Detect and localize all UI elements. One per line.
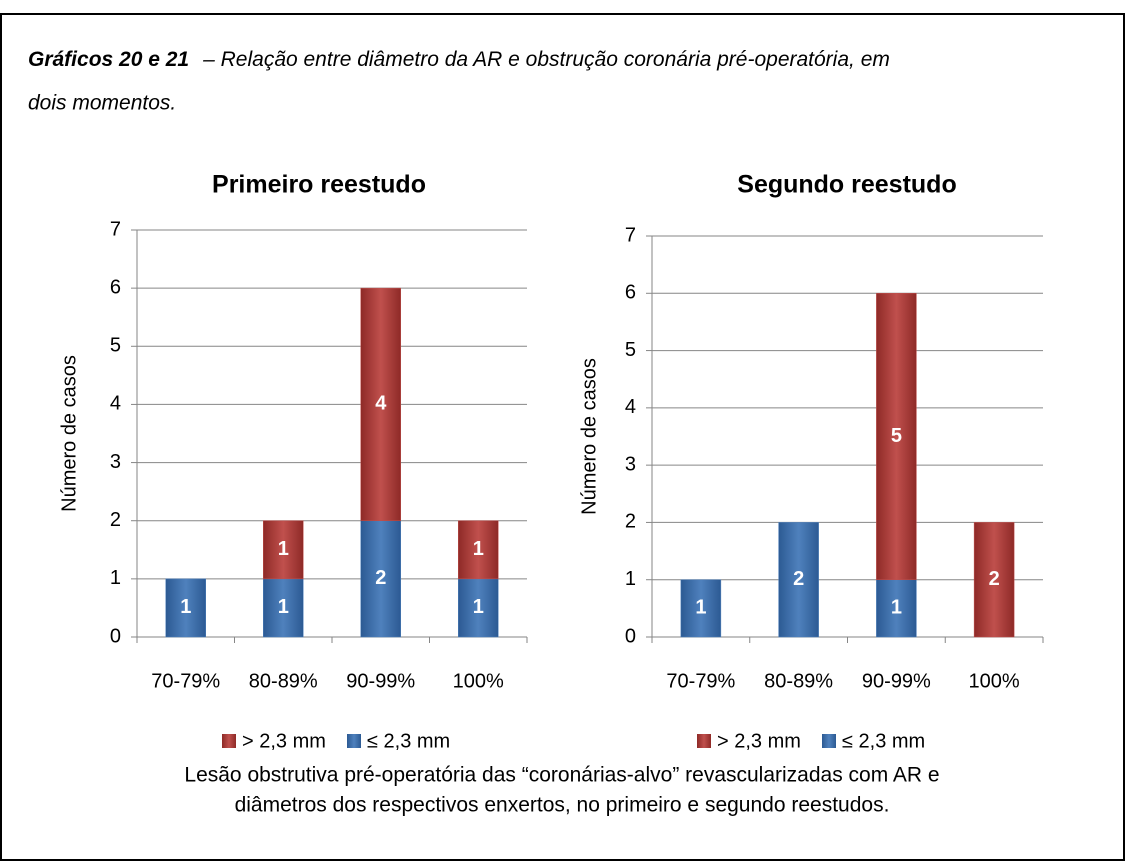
bar-segment <box>458 520 499 580</box>
bar-segment <box>778 522 819 638</box>
legend-swatch <box>347 734 361 748</box>
y-tick-label: 2 <box>625 511 636 533</box>
frame <box>0 13 1125 861</box>
y-tick-label: 5 <box>110 335 121 357</box>
caption-line: – Relação entre diâmetro da AR e obstruç… <box>202 48 890 71</box>
note-line: Lesão obstrutiva pré-operatória das “cor… <box>184 764 939 787</box>
y-tick-label: 4 <box>110 393 121 415</box>
y-tick-label: 6 <box>110 276 121 298</box>
y-tick-label: 1 <box>110 567 121 589</box>
x-tick-label: 70-79% <box>151 670 220 692</box>
y-tick-label: 3 <box>625 453 636 475</box>
bar-segment <box>360 520 401 638</box>
note-line: diâmetros dos respectivos enxertos, no p… <box>235 794 890 817</box>
data-label: 1 <box>891 597 902 619</box>
y-tick-label: 7 <box>625 224 636 246</box>
caption-line: dois momentos. <box>28 92 176 115</box>
bar-segment <box>263 578 304 638</box>
data-label: 1 <box>473 538 484 560</box>
chart-title: Primeiro reestudo <box>212 171 426 199</box>
bar-segment <box>973 522 1015 638</box>
legend-swatch <box>822 734 836 748</box>
legend-label: ≤ 2,3 mm <box>842 730 925 752</box>
y-axis-label: Número de casos <box>58 355 80 512</box>
chart-title: Segundo reestudo <box>737 171 956 199</box>
caption: Gráficos 20 e 21 – Relação entre diâmetro… <box>28 48 890 71</box>
data-label: 1 <box>695 597 706 619</box>
bar-segment <box>458 578 499 638</box>
legend-label: > 2,3 mm <box>242 730 326 752</box>
x-tick-label: 90-99% <box>862 670 931 692</box>
bar-segment <box>876 293 917 580</box>
x-tick-label: 90-99% <box>346 670 415 692</box>
y-axis-label: Número de casos <box>578 358 600 515</box>
legend-swatch <box>222 734 236 748</box>
data-label: 1 <box>180 596 191 618</box>
x-tick-label: 80-89% <box>249 670 318 692</box>
bar-segment <box>680 579 722 638</box>
legend-swatch <box>697 734 711 748</box>
x-tick-label: 100% <box>969 670 1020 692</box>
x-tick-label: 70-79% <box>666 670 735 692</box>
data-label: 1 <box>473 596 484 618</box>
y-tick-label: 2 <box>110 509 121 531</box>
data-label: 2 <box>375 567 386 589</box>
data-label: 2 <box>989 568 1000 590</box>
y-tick-label: 1 <box>625 568 636 590</box>
y-tick-label: 3 <box>110 451 121 473</box>
data-label: 1 <box>278 538 289 560</box>
y-tick-label: 0 <box>110 625 121 647</box>
y-tick-label: 4 <box>625 396 636 418</box>
x-tick-label: 80-89% <box>764 670 833 692</box>
x-tick-label: 100% <box>453 670 504 692</box>
bar-segment <box>876 579 917 638</box>
legend-label: ≤ 2,3 mm <box>367 730 450 752</box>
y-tick-label: 6 <box>625 282 636 304</box>
caption-label: Gráficos 20 e 21 <box>28 48 189 71</box>
bar-segment <box>360 287 401 521</box>
y-tick-label: 0 <box>625 625 636 647</box>
bar-segment <box>263 520 304 580</box>
y-tick-label: 7 <box>110 218 121 240</box>
data-label: 4 <box>375 393 387 415</box>
data-label: 2 <box>793 568 804 590</box>
legend-label: > 2,3 mm <box>717 730 801 752</box>
data-label: 1 <box>278 596 289 618</box>
data-label: 5 <box>891 425 902 447</box>
y-tick-label: 5 <box>625 339 636 361</box>
bar-segment <box>165 578 206 638</box>
